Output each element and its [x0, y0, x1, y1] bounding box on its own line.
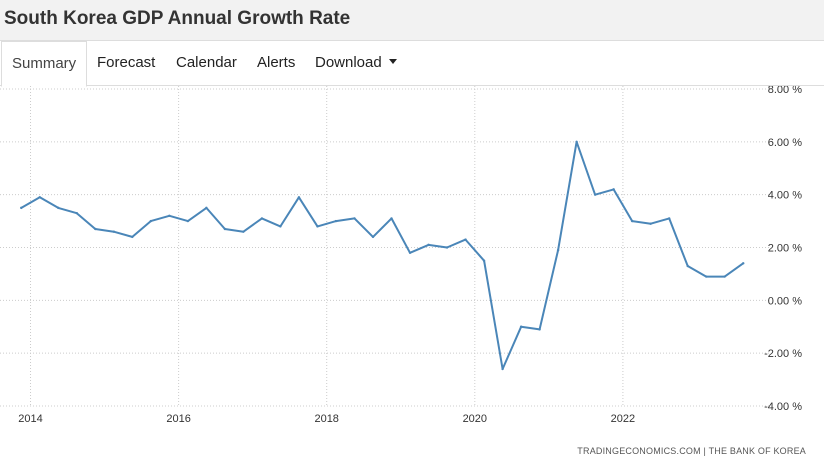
- data-point[interactable]: [168, 214, 171, 217]
- data-point[interactable]: [371, 235, 375, 239]
- data-point[interactable]: [742, 262, 745, 265]
- data-point[interactable]: [427, 243, 430, 247]
- tab-forecast[interactable]: Forecast: [87, 41, 165, 86]
- tab-forecast-label: Forecast: [97, 54, 156, 71]
- series-line[interactable]: [20, 140, 745, 370]
- chart-area: 8.00 % 6.00 % 4.00 % 2.00 % 0.00 % -2.00 % -4.…: [0, 86, 824, 473]
- tab-bar: Summary Forecast Calendar Alerts Downloa…: [0, 41, 824, 87]
- data-point[interactable]: [723, 275, 726, 278]
- vertical-gridlines: [30, 86, 624, 406]
- y-tick-label: 2.00 %: [768, 243, 802, 255]
- data-point[interactable]: [279, 225, 282, 228]
- tab-calendar-label: Calendar: [176, 54, 237, 71]
- data-point[interactable]: [75, 211, 78, 215]
- data-point[interactable]: [630, 219, 634, 223]
- data-point[interactable]: [575, 140, 578, 144]
- x-tick-label: 2016: [166, 413, 190, 425]
- x-tick-label: 2022: [611, 413, 635, 425]
- data-point[interactable]: [705, 275, 708, 278]
- y-tick-label: -2.00 %: [764, 348, 802, 360]
- tab-calendar[interactable]: Calendar: [166, 41, 247, 86]
- x-tick-label: 2020: [463, 413, 487, 425]
- tab-alerts-label: Alerts: [257, 54, 296, 71]
- tab-download-label: Download: [315, 54, 382, 71]
- data-point[interactable]: [57, 206, 60, 210]
- data-point[interactable]: [205, 206, 208, 210]
- data-point[interactable]: [260, 217, 264, 220]
- line-chart: 8.00 % 6.00 % 4.00 % 2.00 % 0.00 % -2.00 % -4.…: [0, 86, 806, 456]
- horizontal-gridlines: [0, 88, 771, 407]
- data-point[interactable]: [464, 238, 467, 241]
- y-tick-label: 0.00 %: [768, 295, 802, 307]
- title-bar: South Korea GDP Annual Growth Rate: [0, 0, 824, 41]
- y-tick-label: 8.00 %: [768, 86, 802, 96]
- data-point[interactable]: [20, 206, 23, 210]
- page-title: South Korea GDP Annual Growth Rate: [4, 8, 351, 29]
- data-point[interactable]: [501, 367, 504, 371]
- data-point[interactable]: [612, 188, 615, 191]
- data-point[interactable]: [186, 219, 190, 223]
- tab-summary-label: Summary: [12, 55, 77, 72]
- data-point[interactable]: [242, 230, 245, 233]
- data-point[interactable]: [316, 225, 319, 228]
- data-point[interactable]: [686, 264, 689, 268]
- data-point[interactable]: [297, 196, 301, 199]
- data-point[interactable]: [390, 217, 393, 220]
- data-point[interactable]: [131, 235, 134, 239]
- data-point[interactable]: [445, 246, 449, 249]
- data-point[interactable]: [112, 230, 116, 233]
- tab-summary[interactable]: Summary: [1, 41, 88, 87]
- y-tick-label: 4.00 %: [768, 190, 802, 202]
- tab-alerts[interactable]: Alerts: [247, 41, 305, 86]
- data-point[interactable]: [94, 227, 97, 231]
- x-axis-labels: 2014 2016 2018 2020 2022: [18, 413, 635, 425]
- series-layer: [20, 140, 745, 371]
- data-point[interactable]: [667, 217, 671, 220]
- data-point[interactable]: [649, 222, 652, 225]
- y-axis-labels: 8.00 % 6.00 % 4.00 % 2.00 % 0.00 % -2.00 % -4.…: [764, 86, 802, 413]
- data-point[interactable]: [223, 227, 227, 231]
- data-point[interactable]: [482, 259, 486, 262]
- x-tick-label: 2014: [18, 413, 42, 425]
- data-point[interactable]: [538, 328, 541, 331]
- y-tick-label: 6.00 %: [768, 137, 802, 149]
- data-point[interactable]: [519, 325, 523, 328]
- data-point[interactable]: [408, 251, 412, 254]
- x-tick-label: 2018: [314, 413, 338, 425]
- data-point[interactable]: [38, 196, 41, 199]
- data-point[interactable]: [334, 219, 338, 223]
- source-attribution[interactable]: TRADINGECONOMICS.COM | THE BANK OF KOREA: [577, 446, 806, 456]
- tab-download[interactable]: Download: [305, 41, 407, 86]
- data-point[interactable]: [149, 219, 153, 223]
- data-point[interactable]: [353, 217, 356, 220]
- data-point[interactable]: [593, 193, 597, 196]
- chevron-down-icon: [388, 59, 397, 64]
- data-point[interactable]: [556, 248, 560, 252]
- y-tick-label: -4.00 %: [764, 401, 802, 413]
